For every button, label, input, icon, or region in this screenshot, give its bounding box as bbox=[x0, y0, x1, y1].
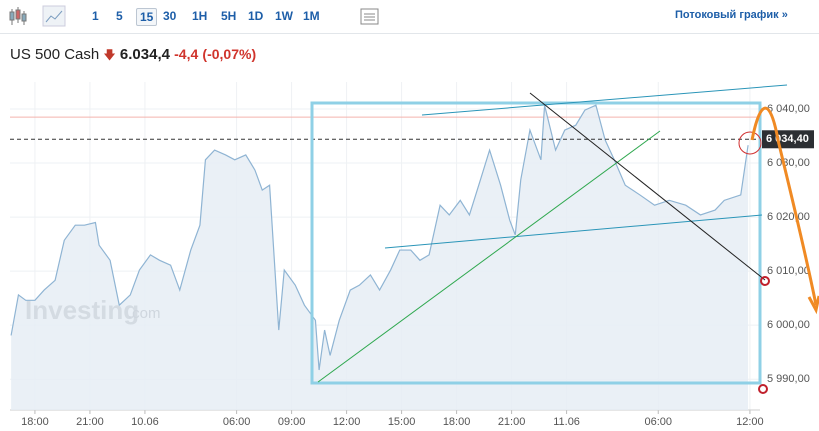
x-tick-label: 21:00 bbox=[76, 416, 104, 428]
x-tick-label: 21:00 bbox=[498, 416, 526, 428]
x-tick-label: 12:00 bbox=[333, 416, 361, 428]
down-arrow: 🡇 bbox=[103, 48, 116, 62]
trend-line bbox=[384, 214, 763, 249]
interval-button[interactable]: 5 bbox=[116, 9, 123, 23]
interval-button[interactable]: 1D bbox=[248, 9, 264, 23]
x-tick-label: 18:00 bbox=[21, 416, 49, 428]
x-tick-label: 06:00 bbox=[644, 416, 672, 428]
arrow-head bbox=[807, 295, 819, 315]
stream-link[interactable]: Потоковый график » bbox=[675, 9, 788, 21]
y-tick-label: 6 020,00 bbox=[767, 211, 810, 223]
arrow-drawing bbox=[750, 106, 818, 306]
change-percent: (-0,07%) bbox=[202, 46, 257, 62]
y-tick-label: 5 990,00 bbox=[767, 373, 810, 385]
x-tick-label: 15:00 bbox=[388, 416, 416, 428]
trend-line bbox=[529, 92, 766, 281]
watermark: Investing bbox=[25, 295, 139, 325]
trend-line bbox=[317, 130, 661, 383]
price: 6.034,4 bbox=[119, 46, 170, 63]
circle-drawing bbox=[738, 131, 762, 155]
chart-type-icons bbox=[9, 5, 66, 27]
x-tick-label: 10.06 bbox=[131, 416, 159, 428]
interval-button[interactable]: 1H bbox=[192, 9, 208, 23]
watermark-suffix: .com bbox=[128, 305, 161, 322]
header: US 500 Cash 🡇 6.034,4 -4,4 (-0,07%) bbox=[10, 46, 256, 67]
y-tick-label: 6 030,00 bbox=[767, 157, 810, 169]
area-fill bbox=[11, 105, 749, 410]
interval-button[interactable]: 15 bbox=[136, 8, 158, 26]
marker bbox=[758, 384, 768, 394]
toolbar: 1 5 15 30 1H 5H 1D 1W 1M Потоковый график » bbox=[0, 0, 819, 34]
price-tag-label: 6 034,40 bbox=[766, 133, 809, 145]
change: -4,4 bbox=[174, 46, 199, 62]
interval-button[interactable]: 1 bbox=[92, 9, 99, 23]
x-tick-label: 06:00 bbox=[223, 416, 251, 428]
interval-button[interactable]: 1M bbox=[303, 9, 320, 23]
interval-button[interactable]: 5H bbox=[221, 9, 237, 23]
drawings bbox=[310, 84, 819, 394]
interval-button[interactable]: 30 bbox=[163, 9, 177, 23]
x-tick-label: 12:00 bbox=[736, 416, 764, 428]
instrument: US 500 Cash bbox=[10, 46, 100, 63]
y-tick-label: 6 000,00 bbox=[767, 319, 810, 331]
marker bbox=[760, 276, 770, 286]
interval-button[interactable]: 1W bbox=[275, 9, 293, 23]
trend-line bbox=[421, 84, 788, 116]
price-tag bbox=[762, 130, 814, 149]
y-tick-label: 6 010,00 bbox=[767, 265, 810, 277]
x-tick-label: 11.06 bbox=[553, 416, 580, 428]
x-tick-label: 18:00 bbox=[443, 416, 471, 428]
box-drawing bbox=[310, 101, 762, 385]
x-tick-label: 09:00 bbox=[278, 416, 306, 428]
y-tick-label: 6 040,00 bbox=[767, 103, 810, 115]
line bbox=[10, 104, 749, 371]
settings-icon[interactable] bbox=[360, 7, 380, 27]
